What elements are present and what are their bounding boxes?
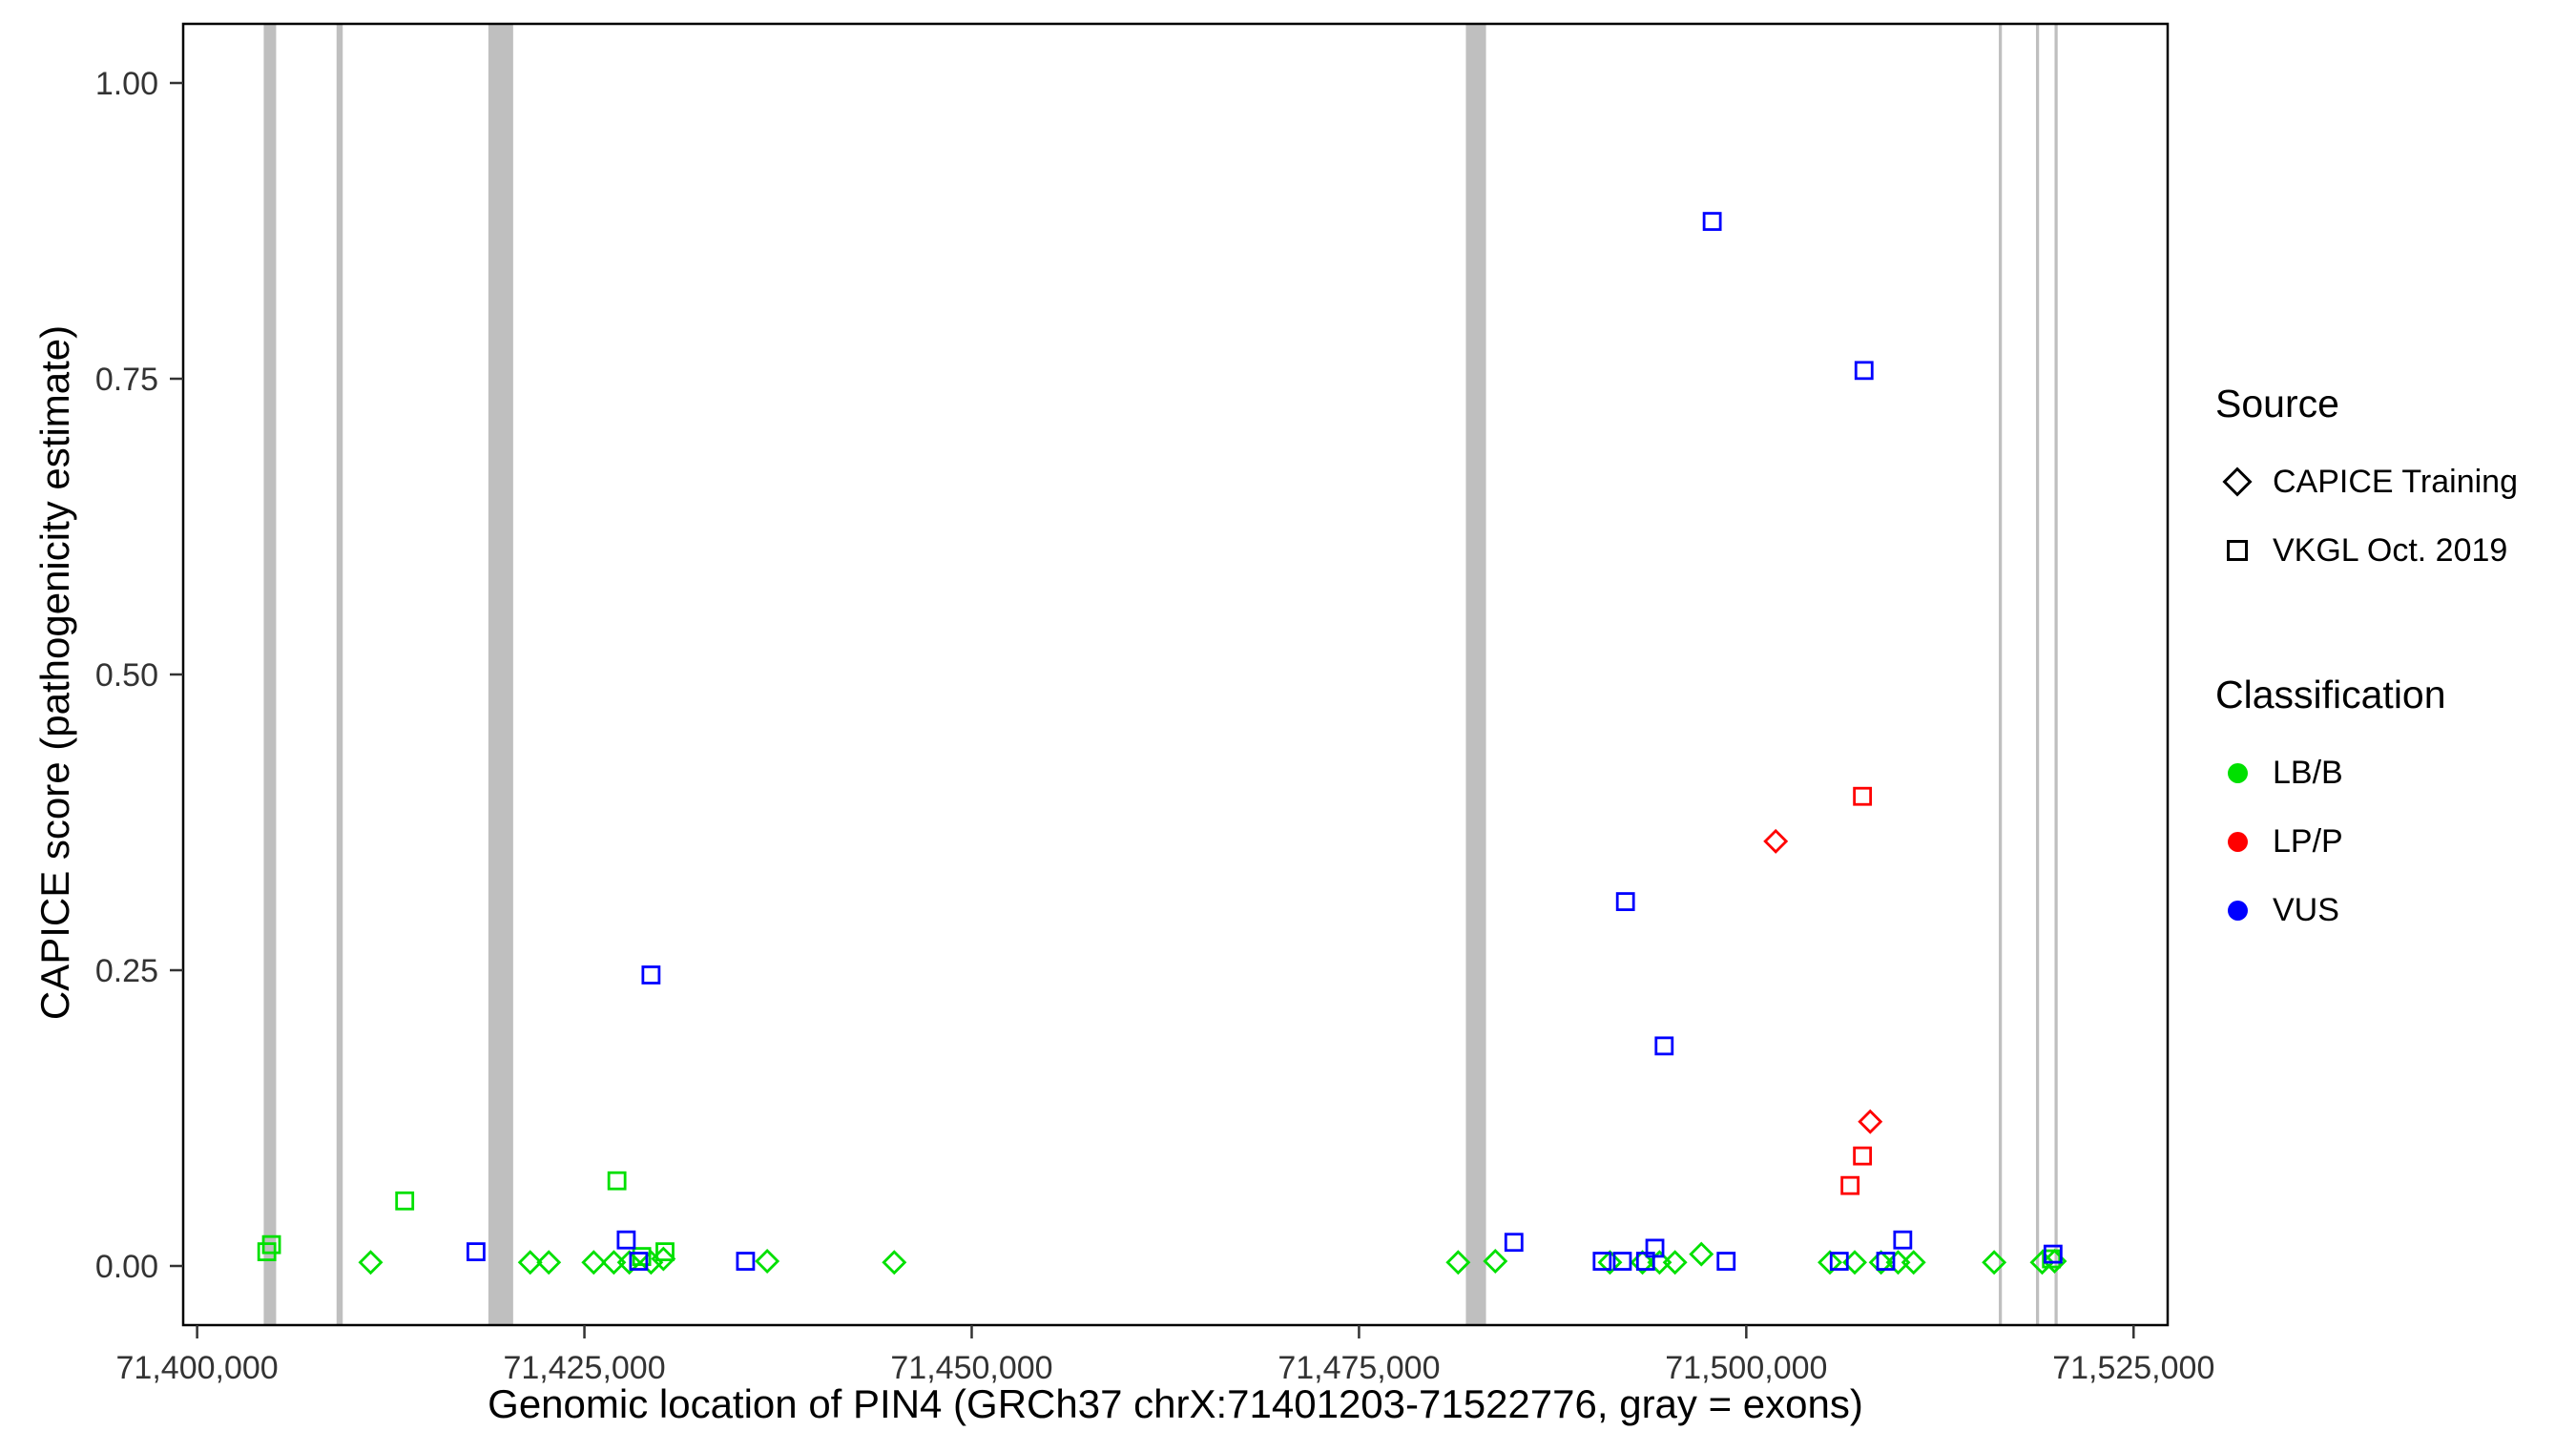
data-point-diamond	[1445, 1250, 1471, 1275]
data-point-square	[1592, 1252, 1612, 1271]
data-point-square	[1829, 1252, 1849, 1271]
data-point-diamond	[1901, 1250, 1926, 1275]
x-tick-label: 71,450,000	[890, 1350, 1052, 1386]
dot-marker-icon	[2215, 900, 2259, 921]
data-point-diamond	[536, 1250, 562, 1275]
x-tick-label: 71,475,000	[1278, 1350, 1440, 1386]
exon-bar	[488, 24, 513, 1325]
data-point-square	[1854, 361, 1874, 381]
legend-item-label: VUS	[2273, 891, 2339, 928]
data-point-square	[1840, 1175, 1860, 1195]
data-point-diamond	[1630, 1250, 1655, 1275]
legend-item-classification: LB/B	[2215, 738, 2518, 807]
y-tick-label: 0.25	[95, 953, 158, 989]
square-marker-icon	[2215, 540, 2259, 561]
data-point-square	[1853, 786, 1873, 806]
legend-item-source: VKGL Oct. 2019	[2215, 516, 2518, 585]
legend-item-classification: LP/P	[2215, 807, 2518, 876]
data-point-square	[616, 1230, 636, 1250]
x-tick-label: 71,525,000	[2052, 1350, 2214, 1386]
data-point-diamond	[1662, 1250, 1688, 1275]
data-point-square	[261, 1234, 281, 1255]
data-point-square	[655, 1242, 675, 1262]
legend-item-classification: VUS	[2215, 876, 2518, 944]
data-point-diamond	[581, 1250, 607, 1275]
data-point-diamond	[358, 1250, 384, 1275]
y-tick-label: 0.00	[95, 1249, 158, 1285]
data-point-diamond	[601, 1250, 627, 1275]
data-point-diamond	[517, 1250, 543, 1275]
data-point-square	[1876, 1252, 1896, 1271]
data-point-square	[1612, 1252, 1632, 1271]
data-point-square	[1504, 1233, 1524, 1253]
y-tick-label: 1.00	[95, 66, 158, 102]
data-point-diamond	[1982, 1250, 2007, 1275]
data-point-diamond	[1689, 1241, 1714, 1267]
legend-source-items: CAPICE Training VKGL Oct. 2019	[2215, 447, 2518, 585]
legend-source-title: Source	[2215, 382, 2339, 425]
exon-bar	[2054, 24, 2058, 1325]
data-point-square	[736, 1252, 756, 1271]
data-point-diamond	[1763, 828, 1789, 854]
data-point-diamond	[1868, 1250, 1894, 1275]
x-tick-label: 71,425,000	[503, 1350, 665, 1386]
data-point-diamond	[1818, 1250, 1843, 1275]
exon-bar	[2035, 24, 2040, 1325]
legend-classification-title: Classification	[2215, 673, 2446, 716]
diamond-marker-icon	[2215, 467, 2259, 497]
data-point-square	[629, 1252, 649, 1271]
data-point-square	[1654, 1036, 1674, 1056]
data-point-diamond	[616, 1250, 642, 1275]
y-axis-title: CAPICE score (pathogenicity estimate)	[32, 324, 77, 1021]
legend-item-source: CAPICE Training	[2215, 447, 2518, 516]
x-axis-title: Genomic location of PIN4 (GRCh37 chrX:71…	[488, 1381, 1863, 1426]
data-point-diamond	[1483, 1249, 1508, 1275]
y-tick-label: 0.75	[95, 362, 158, 398]
data-point-square	[1615, 892, 1635, 911]
legend-classification-group: Classification LB/B LP/P VUS	[2215, 673, 2518, 944]
exon-bar	[1999, 24, 2003, 1325]
data-point-square	[1853, 1146, 1873, 1166]
data-point-square	[1893, 1230, 1913, 1250]
data-point-diamond	[2029, 1250, 2055, 1275]
dot-marker-icon	[2215, 762, 2259, 783]
y-tick-label: 0.50	[95, 657, 158, 694]
data-point-square	[1716, 1252, 1736, 1271]
legend-item-label: VKGL Oct. 2019	[2273, 531, 2508, 569]
legend-item-label: CAPICE Training	[2273, 463, 2518, 500]
legend-classification-items: LB/B LP/P VUS	[2215, 738, 2518, 944]
data-point-square	[607, 1171, 627, 1191]
data-point-diamond	[1597, 1250, 1623, 1275]
data-point-square	[1702, 212, 1722, 231]
legend-item-label: LB/B	[2273, 754, 2343, 791]
data-point-square	[395, 1191, 415, 1211]
panel-border	[181, 22, 2170, 1327]
exon-bar	[263, 24, 277, 1325]
exon-bar	[1465, 24, 1486, 1325]
data-point-diamond	[755, 1249, 780, 1275]
data-point-square	[2043, 1244, 2063, 1264]
data-point-square	[1645, 1238, 1665, 1258]
dot-marker-icon	[2215, 831, 2259, 852]
legend: Source CAPICE Training VKGL Oct. 2019 Cla…	[2215, 382, 2518, 1032]
data-point-square	[466, 1242, 486, 1262]
legend-item-label: LP/P	[2273, 822, 2343, 860]
data-point-diamond	[882, 1250, 907, 1275]
data-point-square	[641, 965, 661, 985]
x-tick-label: 71,400,000	[116, 1350, 279, 1386]
data-point-diamond	[1858, 1109, 1883, 1134]
data-point-square	[2042, 1249, 2062, 1269]
data-point-square	[632, 1247, 652, 1266]
exon-bar	[336, 24, 343, 1325]
legend-source-group: Source CAPICE Training VKGL Oct. 2019	[2215, 382, 2518, 585]
x-tick-label: 71,500,000	[1665, 1350, 1827, 1386]
